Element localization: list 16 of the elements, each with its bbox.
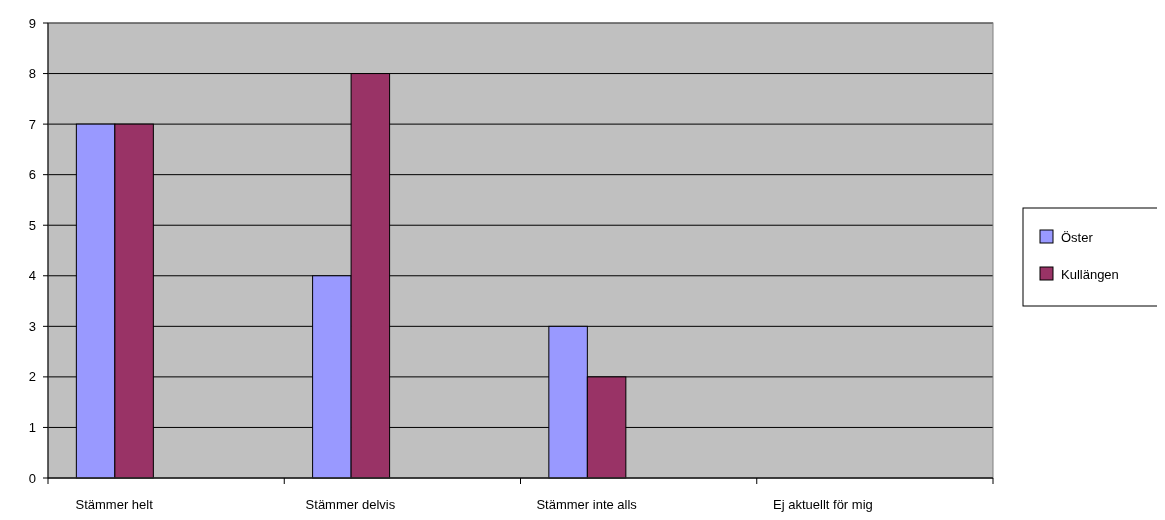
y-tick-label: 8	[28, 66, 36, 82]
x-tick-label: Ej aktuellt för mig	[773, 497, 873, 512]
legend-label: Kullängen	[1061, 266, 1119, 282]
y-tick-label: 3	[28, 318, 36, 334]
y-tick-label: 1	[28, 419, 36, 435]
y-tick-label: 2	[28, 369, 36, 385]
y-tick-label: 4	[28, 268, 36, 284]
x-tick-label: Stämmer helt	[75, 497, 154, 512]
x-tick-label: Stämmer delvis	[305, 497, 396, 512]
y-tick-label: 6	[28, 167, 36, 183]
y-tick-label: 7	[28, 116, 36, 132]
y-tick-label: 5	[28, 217, 36, 233]
y-tick-label: 0	[28, 470, 36, 486]
x-tick-label: Stämmer inte alls	[536, 497, 638, 512]
legend-label: Öster	[1061, 229, 1094, 245]
y-tick-label: 9	[28, 15, 36, 31]
